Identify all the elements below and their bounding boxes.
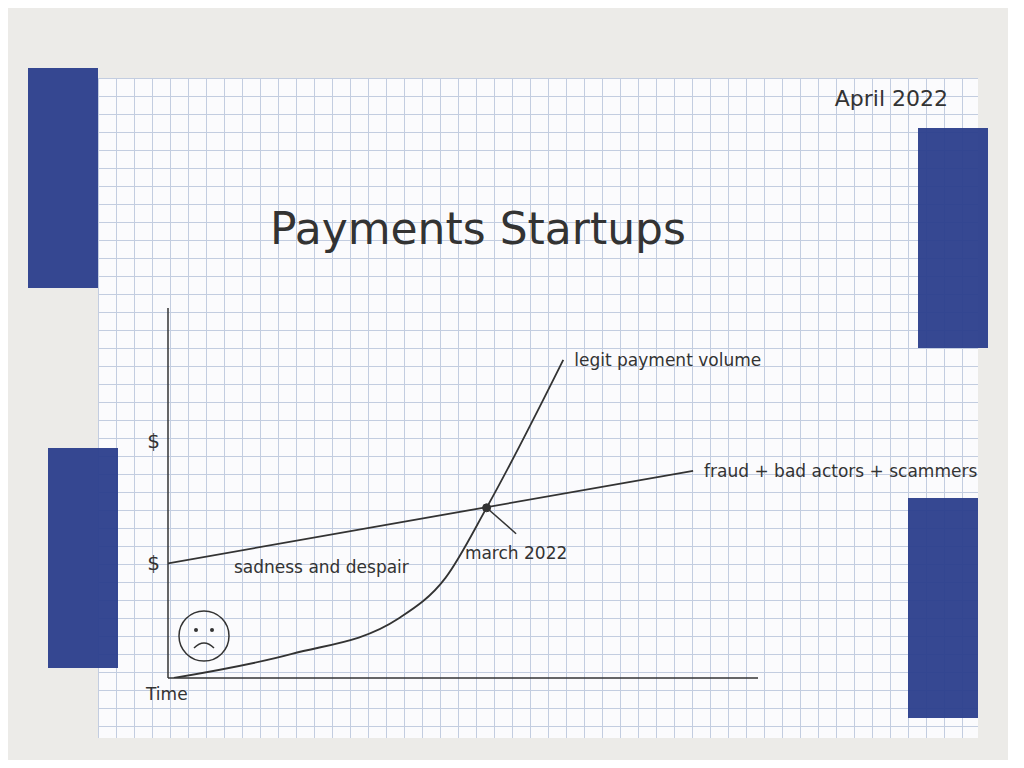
- svg-text:Time: Time: [145, 684, 188, 704]
- html-text:Payments Startups: Payments Startups: [270, 203, 686, 254]
- svg-text:$: $: [147, 551, 160, 575]
- svg-text:fraud + bad actors + scammers: fraud + bad actors + scammers: [704, 461, 977, 481]
- svg-text:sadness and despair: sadness and despair: [234, 557, 409, 577]
- svg-text:legit payment volume: legit payment volume: [574, 350, 761, 370]
- svg-text:march 2022: march 2022: [465, 543, 567, 563]
- html-text:April 2022: April 2022: [834, 86, 948, 111]
- svg-text:$: $: [147, 429, 160, 453]
